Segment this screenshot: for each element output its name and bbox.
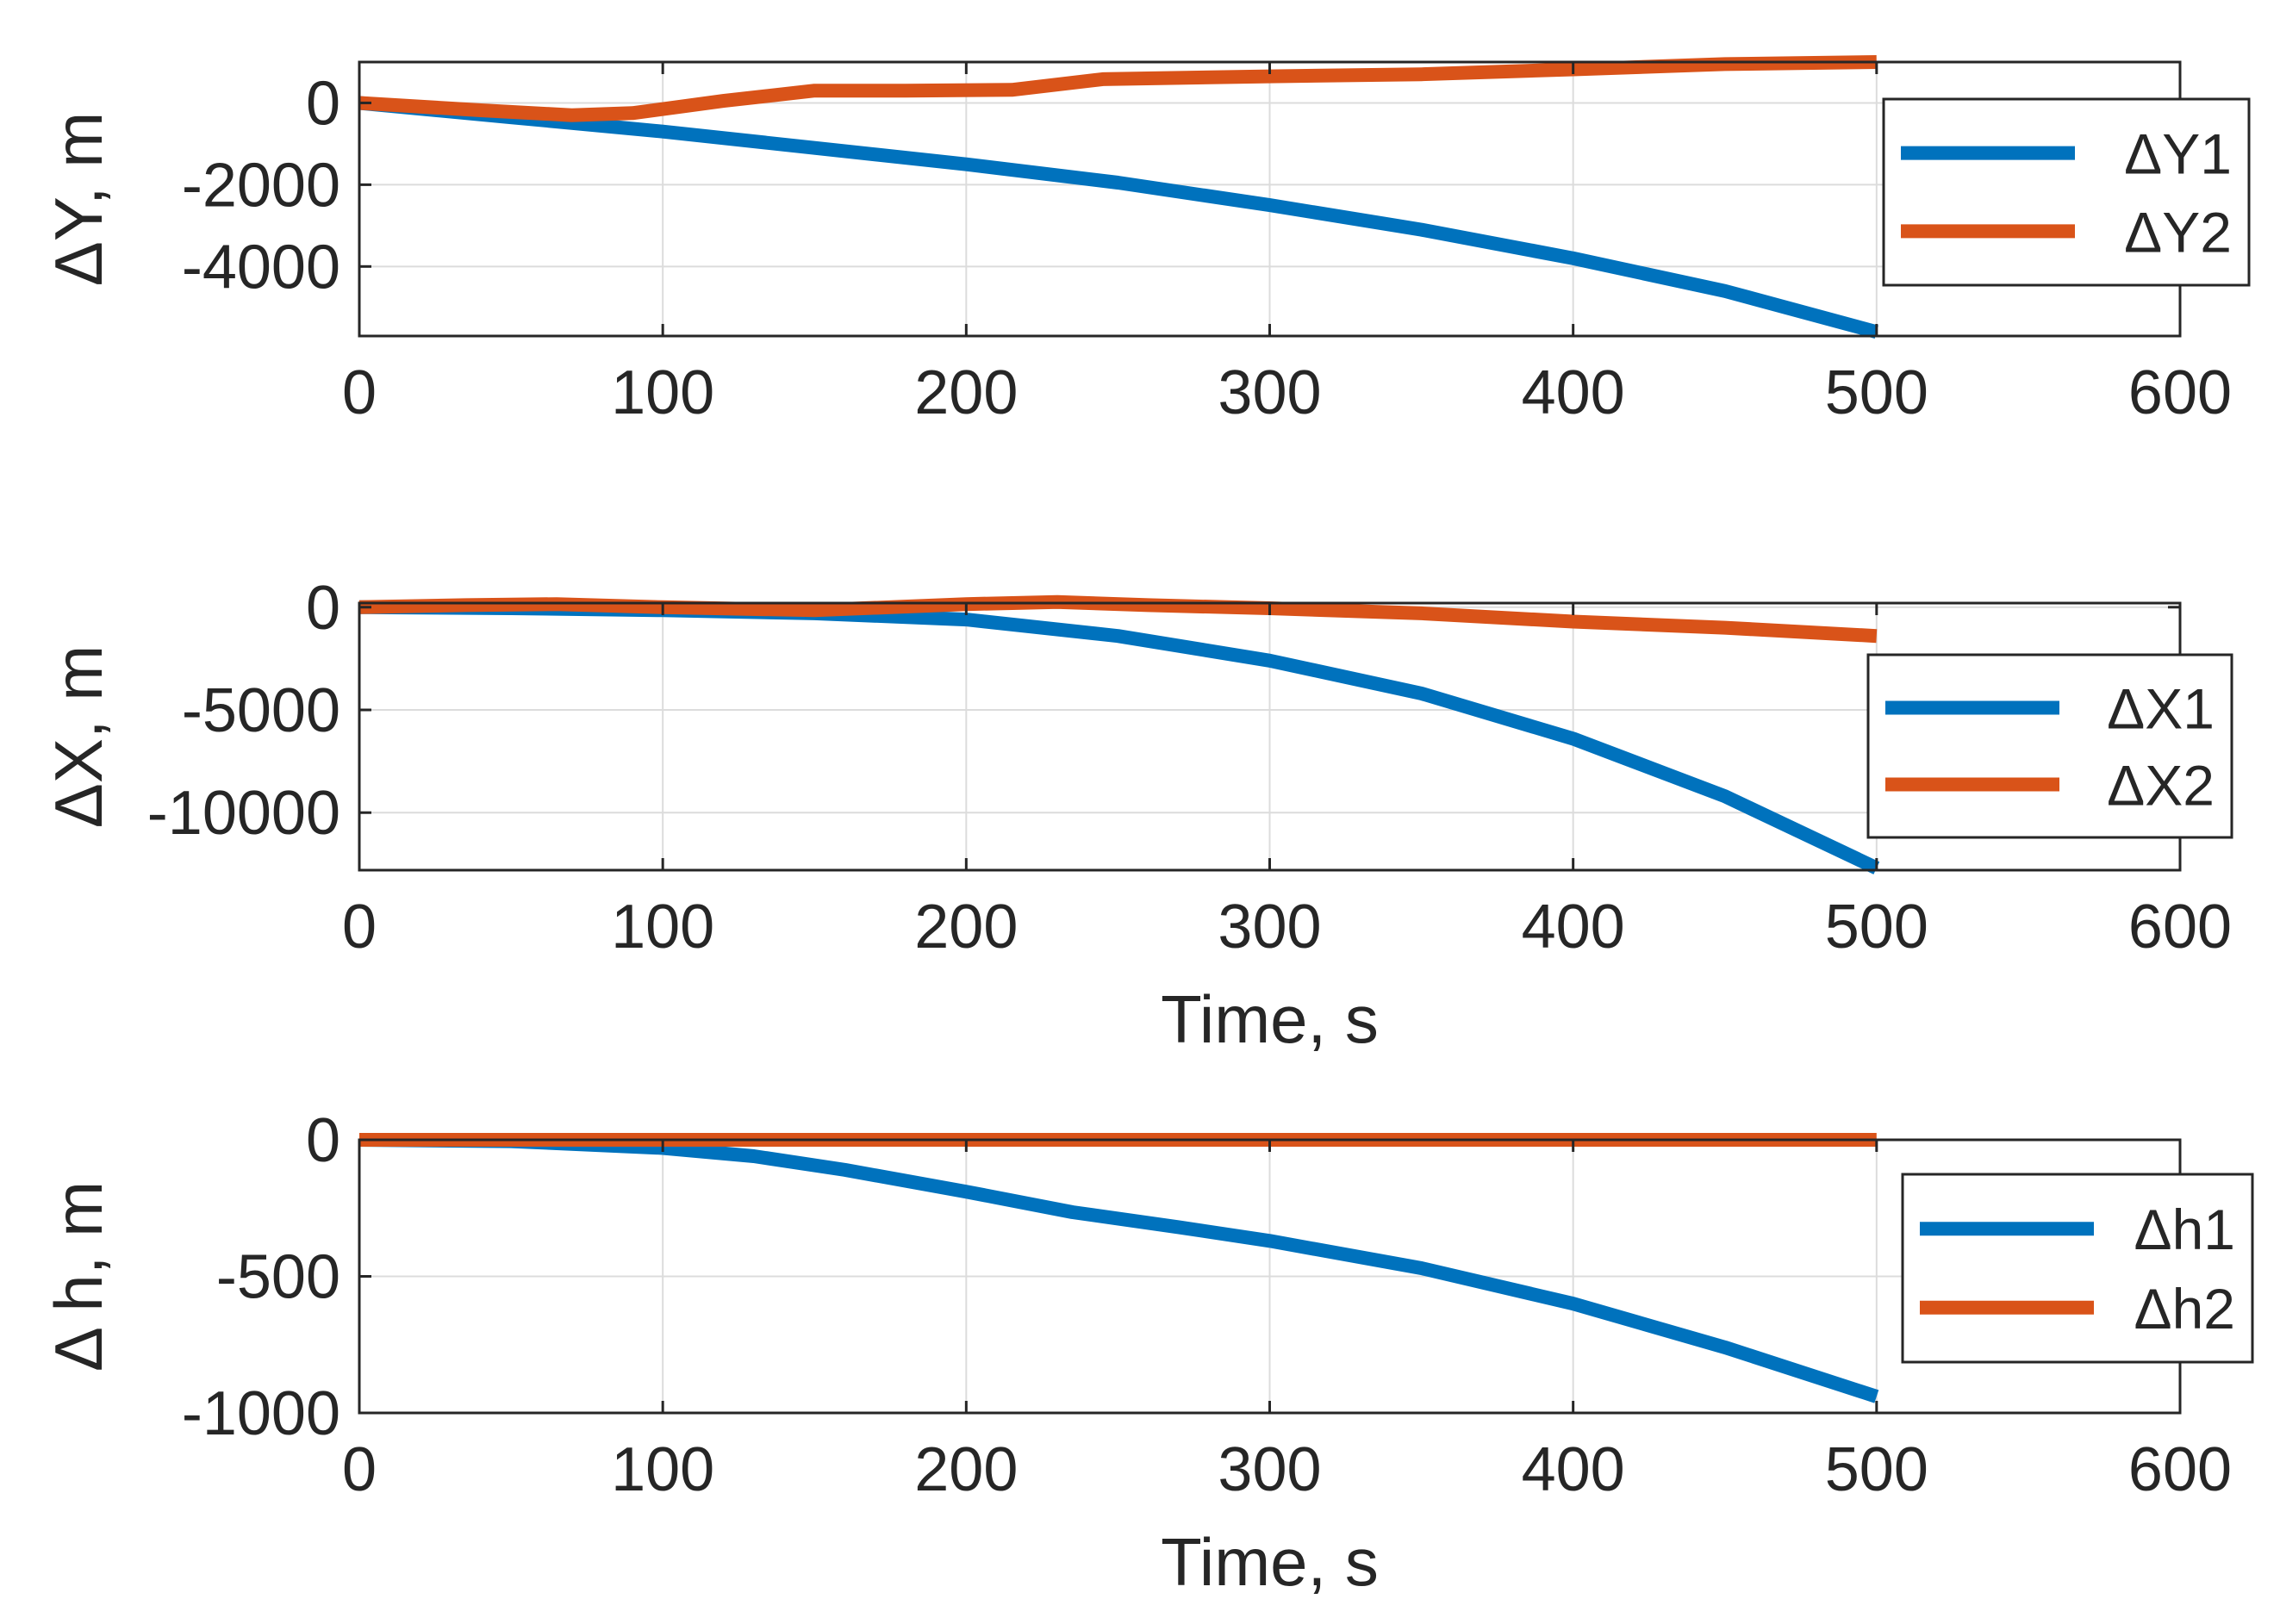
x-tick-label: 600 — [2128, 358, 2232, 427]
x-tick-label: 200 — [914, 893, 1018, 961]
series-line-1 — [358, 96, 1878, 339]
series-line-1 — [358, 600, 1880, 874]
y-tick-label: -1000 — [182, 1379, 340, 1448]
series-line-1 — [358, 1133, 1879, 1403]
legend-label-2: ΔY2 — [2124, 200, 2232, 264]
x-tick-label: 100 — [611, 893, 714, 961]
legend-label-2: Δh2 — [2134, 1277, 2236, 1341]
x-tick-label: 400 — [1522, 358, 1625, 427]
x-tick-label: 400 — [1522, 1435, 1625, 1504]
x-tick-label: 600 — [2128, 1435, 2232, 1504]
y-tick-label: 0 — [306, 1106, 340, 1175]
y-tick-label: -500 — [216, 1243, 340, 1312]
x-tick-label: 500 — [1825, 358, 1928, 427]
x-axis-title: Time, s — [1161, 981, 1379, 1057]
x-tick-label: 300 — [1218, 893, 1321, 961]
x-tick-label: 500 — [1825, 893, 1928, 961]
x-tick-label: 100 — [611, 358, 714, 427]
legend-label-1: ΔX1 — [2107, 676, 2215, 740]
chart-delta-h: 0 100 200 300 400 500 600 0 -500 -1000 Δ h, m Time,… — [40, 1106, 2254, 1600]
x-axis-title: Time, s — [1161, 1524, 1379, 1600]
x-tick-label: 100 — [611, 1435, 714, 1504]
y-tick-label: 0 — [306, 69, 340, 138]
x-tick-label: 0 — [342, 358, 377, 427]
series-line-2 — [358, 55, 1877, 122]
legend-box — [1901, 1173, 2254, 1364]
y-tick-label: -5000 — [182, 676, 340, 745]
x-tick-label: 200 — [914, 358, 1018, 427]
legend-label-1: ΔY1 — [2124, 122, 2232, 186]
y-axis-title: ΔY, m — [40, 112, 116, 286]
legend-label-2: ΔX2 — [2107, 754, 2215, 818]
y-axis-title: Δ h, m — [40, 1181, 116, 1372]
legend-label-1: Δh1 — [2134, 1198, 2236, 1261]
x-tick-label: 0 — [342, 893, 377, 961]
x-tick-label: 400 — [1522, 893, 1625, 961]
y-tick-label: -2000 — [182, 151, 340, 220]
y-axis-title: ΔX, m — [40, 645, 116, 828]
x-tick-label: 0 — [342, 1435, 377, 1504]
legend-box — [1882, 97, 2251, 287]
y-tick-label: 0 — [306, 574, 340, 643]
x-tick-label: 300 — [1218, 1435, 1321, 1504]
x-tick-label: 500 — [1825, 1435, 1928, 1504]
chart-delta-x: 0 100 200 300 400 500 600 0 -5000 -10000 ΔX, m Time… — [40, 574, 2233, 1057]
x-tick-label: 300 — [1218, 358, 1321, 427]
x-tick-label: 200 — [914, 1435, 1018, 1504]
x-tick-label: 600 — [2128, 893, 2232, 961]
y-tick-label: -4000 — [182, 233, 340, 302]
y-tick-label: -10000 — [147, 779, 340, 848]
legend-box — [1866, 653, 2233, 839]
